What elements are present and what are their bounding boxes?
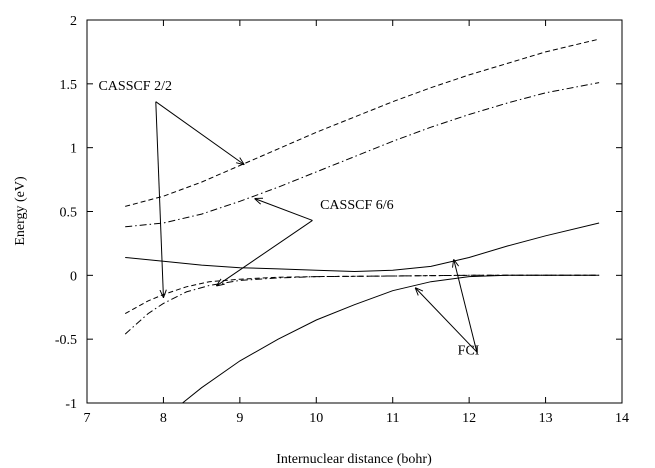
- x-tick-label: 12: [462, 411, 476, 426]
- annotation-label: CASSCF 2/2: [98, 79, 172, 94]
- x-axis-label: Internuclear distance (bohr): [276, 452, 432, 467]
- annotation-arrow: [255, 199, 313, 221]
- axis-ticks: [86, 19, 623, 404]
- series-line-4: [124, 274, 600, 335]
- series-line-3: [124, 274, 600, 315]
- series-line-1: [125, 82, 600, 228]
- y-tick-label: -0.5: [55, 333, 77, 348]
- series-layer: [124, 38, 600, 404]
- x-tick-label: 8: [160, 411, 167, 426]
- y-axis-label: Energy (eV): [13, 176, 28, 246]
- y-tick-label: -1: [65, 397, 77, 412]
- x-tick-label: 9: [236, 411, 243, 426]
- y-tick-label: 0.5: [60, 206, 78, 221]
- x-tick-label: 13: [539, 411, 553, 426]
- y-tick-label: 0: [70, 269, 77, 284]
- annotation-label: CASSCF 6/6: [320, 198, 394, 213]
- y-tick-label: 1.5: [60, 78, 78, 93]
- annotation-arrow: [454, 260, 478, 353]
- x-tick-label: 7: [84, 411, 91, 426]
- annotation-label: FCI: [458, 343, 480, 358]
- series-line-0: [125, 38, 600, 207]
- annotation-arrow: [416, 288, 478, 353]
- annotation-arrow: [217, 220, 313, 285]
- tick-labels: 7 8 9 10 11 12 13 14 -1 -0.5 0 0.5 1 1.5 2: [55, 14, 629, 426]
- series-line-2: [125, 222, 600, 273]
- annotation-arrow: [155, 101, 164, 297]
- annotation-arrow: [155, 101, 244, 165]
- y-tick-label: 1: [70, 142, 77, 157]
- annotations: CASSCF 2/2 CASSCF 6/6 FCI: [98, 79, 479, 358]
- x-tick-label: 11: [386, 411, 399, 426]
- x-tick-label: 10: [309, 411, 323, 426]
- x-tick-label: 14: [615, 411, 629, 426]
- series-line-5: [182, 274, 600, 404]
- y-tick-label: 2: [70, 14, 77, 29]
